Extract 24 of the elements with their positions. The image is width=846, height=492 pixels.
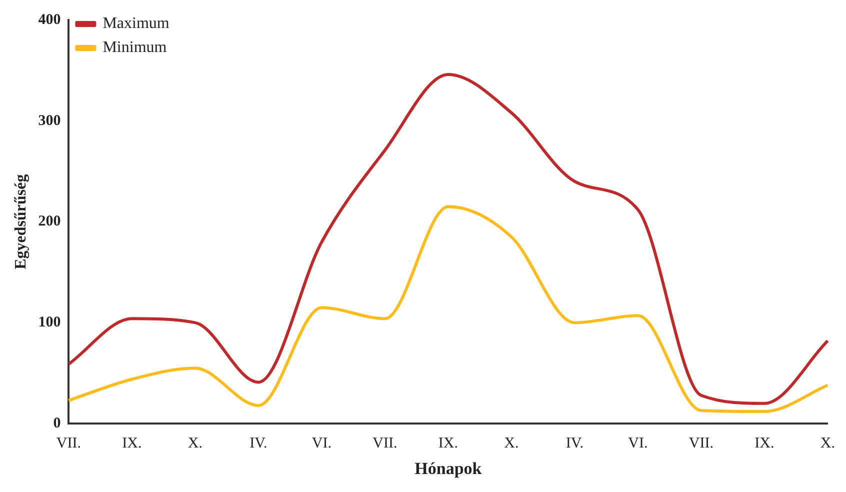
legend-label: Minimum [102, 39, 168, 56]
x-tick-label: X. [504, 436, 519, 452]
line-series [67, 72, 830, 405]
x-tick-label: IV. [566, 436, 584, 452]
x-tick-label: VII. [372, 436, 398, 452]
x-axis-title: Hónapok [414, 459, 482, 478]
y-tick-label: 300 [38, 112, 61, 129]
y-tick-label: 200 [38, 214, 61, 230]
legend-label: Maximum [102, 15, 170, 32]
line-series [67, 205, 830, 413]
x-tick-label: X. [820, 436, 836, 452]
y-tick-label: 100 [38, 314, 61, 331]
x-tick-label: IX. [754, 436, 774, 452]
y-axis-title: Egyedsűrűség [12, 174, 30, 270]
x-tick-label: IX. [438, 436, 458, 452]
x-tick-label: IX. [122, 436, 142, 452]
x-tick-label: VII. [688, 436, 714, 452]
x-tick-label: VI. [312, 436, 332, 452]
x-tick-label: IV. [250, 436, 268, 452]
x-tick-label: VII. [56, 436, 81, 452]
x-tick-label: VI. [628, 436, 648, 452]
y-tick-label: 400 [38, 12, 61, 28]
x-tick-label: X. [188, 436, 202, 452]
y-tick-label: 0 [53, 415, 61, 432]
